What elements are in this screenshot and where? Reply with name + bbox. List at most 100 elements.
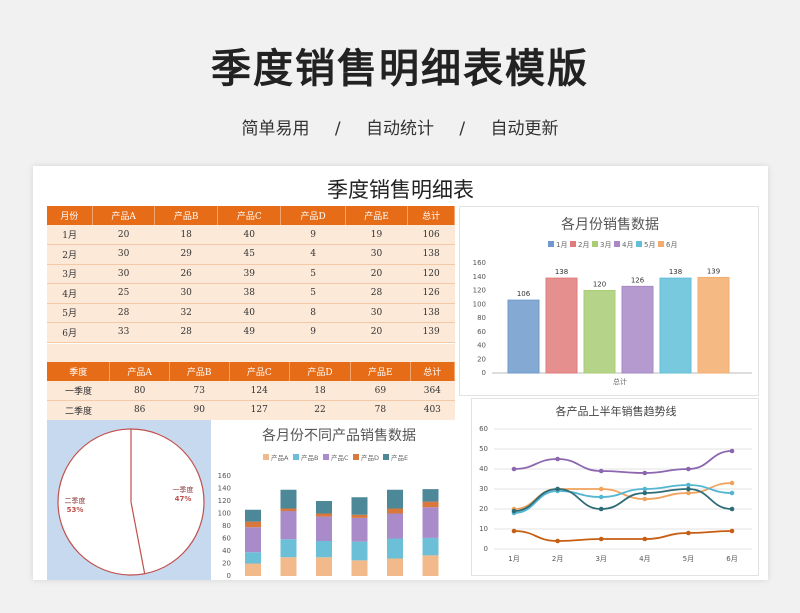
data-point [686,482,691,488]
sheet-title: 季度销售明细表 [327,178,474,202]
monthly-total-bar-chart: 各月份销售数据 1月 2月 3月 4月 5月 6月 0 20 40 60 80 100 120 140 160… [459,206,759,396]
data-point [598,506,604,512]
table-row: 一季度 80 73 124 18 69 364 [47,381,455,401]
table-cell: 28 [345,283,408,304]
table-cell: 4月 [47,283,93,304]
y-tick-label: 40 [479,465,488,473]
product-trend-line-chart: 各产品上半年销售趋势线 0 10 20 30 40 50 60 1月 2月 3月 4月 5月 6月 [471,398,759,576]
y-tick-label: 120 [218,497,231,505]
quarter-header-cell: 季度 [47,362,111,381]
stacked-bar-segment [387,558,403,576]
stacked-bar-segment [387,508,403,514]
stacked-bar-segment [245,509,261,522]
trend-line-svg: 各产品上半年销售趋势线 0 10 20 30 40 50 60 1月 2月 3月 4月 5月 6月 [479,404,752,563]
legend-swatch [323,454,329,460]
table-cell: 5 [280,264,346,284]
table-row: 2月 30 29 45 4 30 138 [47,244,455,265]
stacked-bar-segment [245,527,261,553]
x-tick-label: 5月 [683,555,694,563]
stacked-bar-segment [316,557,332,576]
data-point [598,536,604,542]
bar [659,277,692,374]
data-point [686,466,691,472]
legend-label: 5月 [644,241,655,249]
data-point [555,456,560,462]
table-row: 二季度 86 90 127 22 78 403 [47,400,455,421]
table-cell: 30 [345,244,408,265]
legend-swatch [293,454,299,460]
stacked-bar-segment [316,501,332,514]
y-tick-label: 60 [479,425,488,433]
table-cell: 3月 [47,264,93,284]
data-point [729,490,735,496]
tag-auto-stats: 自动统计 [366,119,434,139]
data-point [555,538,560,544]
x-tick-label: 1月 [508,555,519,563]
y-tick-label: 20 [477,355,486,363]
table-row: 3月 30 26 39 5 20 120 [47,264,455,284]
table-cell: 二季度 [47,400,110,421]
monthly-header-cell: 总计 [407,206,455,225]
y-tick-label: 0 [227,572,231,580]
stacked-bar-segment [422,501,439,508]
monthly-header-cell: 产品C [217,206,282,225]
legend-label: 1月 [556,241,567,249]
data-point [729,448,735,454]
table-cell: 69 [350,381,411,401]
table-cell: 124 [229,381,290,401]
stacked-bar-segment [351,497,368,515]
quarter-header-cell: 产品A [109,362,170,381]
stacked-bar-segment [422,555,439,576]
stacked-bar-segment [245,563,261,576]
bar [507,299,540,374]
y-tick-label: 0 [482,369,486,377]
bar [583,290,616,374]
legend-label: 6月 [666,241,677,249]
quarterly-sales-table: 季度 产品A 产品B 产品C 产品D 产品E 总计 一季度 80 73 124 18 69 364 二季度… [47,362,456,421]
table-cell: 20 [345,264,408,284]
stacked-bar-segment [387,538,403,559]
data-point [642,536,648,542]
data-label: 126 [631,276,645,284]
table-cell: 30 [345,303,408,323]
table-cell: 86 [109,400,170,421]
quarter-header-cell: 产品B [169,362,230,381]
y-tick-label: 160 [218,472,231,480]
table-cell: 78 [350,400,411,421]
stacked-bar-segment [387,513,403,539]
legend-label: 4月 [622,241,633,249]
monthly-sales-table: 月份 产品A 产品B 产品C 产品D 产品E 总计 1月 20 18 40 9 19 106 2月 30 29… [47,206,455,343]
legend-label: 产品E [391,453,408,462]
table-cell: 5 [280,283,346,304]
slice-label: 一季度 [173,485,194,494]
stacked-bar-segment [422,537,439,556]
series-line [513,488,733,512]
legend-label: 产品C [331,453,349,462]
table-cell: 2月 [47,244,93,265]
chart-title: 各月份不同产品销售数据 [262,428,416,444]
quarter-header-cell: 产品E [350,362,411,381]
stacked-bar-segment [351,560,368,576]
table-cell: 6月 [47,322,93,343]
data-point [511,508,517,514]
table-row: 6月 33 28 49 9 20 139 [47,322,455,343]
x-tick-label: 2月 [552,555,563,563]
legend-swatch [658,241,664,247]
table-cell: 4 [280,244,346,265]
table-cell: 127 [229,400,290,421]
quarter-pie-chart: 一季度 47% 二季度 53% [47,420,211,580]
table-cell: 73 [169,381,230,401]
data-point [729,480,735,486]
y-tick-label: 140 [473,273,486,281]
legend-swatch [570,241,576,247]
table-cell: 26 [154,264,218,284]
stacked-bar-segment [351,514,368,518]
legend-swatch [353,454,359,460]
stacked-bar-segment [387,489,403,509]
series-line [513,530,733,542]
table-cell: 一季度 [47,381,110,401]
data-point [511,528,517,534]
stacked-bar-segment [316,516,332,541]
y-tick-label: 60 [477,328,486,336]
table-row: 4月 25 30 38 5 28 126 [47,283,455,304]
